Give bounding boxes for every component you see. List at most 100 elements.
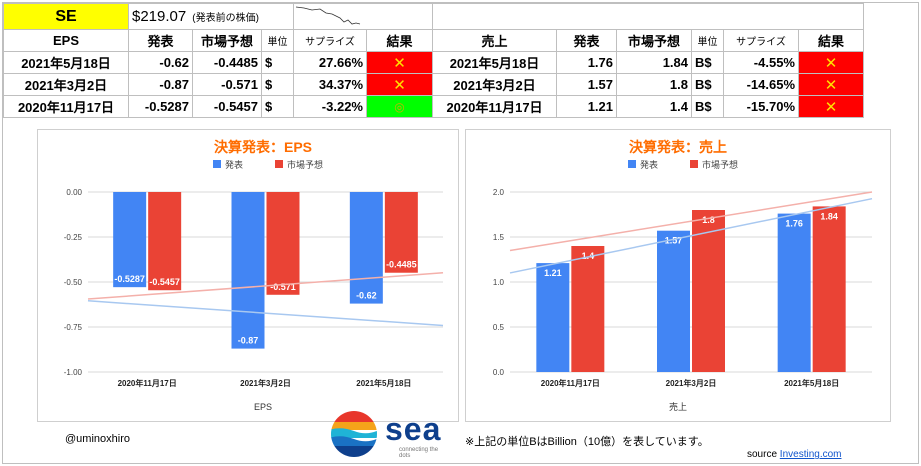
y-tick-label: 1.5 xyxy=(493,233,505,242)
rev-result-header: 結果 xyxy=(798,29,864,52)
sea-logo-icon xyxy=(331,411,377,457)
source-link[interactable]: Investing.com xyxy=(779,449,842,460)
y-tick-label: 0.00 xyxy=(66,188,82,197)
y-tick-label: 1.0 xyxy=(493,278,505,287)
y-tick-label: 0.5 xyxy=(493,323,505,332)
rev-surprise[interactable]: -14.65% xyxy=(723,73,799,96)
data-label: 1.57 xyxy=(665,236,683,246)
eps-forecast[interactable]: -0.5457 xyxy=(192,95,262,118)
data-label: -0.4485 xyxy=(386,260,417,270)
eps-chart-panel[interactable]: 決算発表：EPS 発表 市場予想 0.00 -0.25 -0.50 -0.75 -1.00 -0… xyxy=(37,129,459,422)
eps-unit[interactable]: $ xyxy=(261,95,294,118)
x-tick-label: 2021年3月2日 xyxy=(240,378,291,388)
bar xyxy=(571,246,605,372)
data-label: -0.571 xyxy=(270,282,296,292)
eps-actual[interactable]: -0.87 xyxy=(128,73,193,96)
price-note: (発表前の株価) xyxy=(192,13,259,24)
legend-label: 発表 xyxy=(225,159,243,170)
y-tick-label: -1.00 xyxy=(64,368,83,377)
empty-cell xyxy=(432,3,864,30)
y-tick-label: -0.50 xyxy=(64,278,83,287)
column-header-row: EPS 発表 市場予想 単位 サプライズ 結果 売上 発表 市場予想 単位 サプ… xyxy=(3,29,864,52)
eps-surprise[interactable]: 27.66% xyxy=(293,51,367,74)
title-row: SE $219.07 (発表前の株価) xyxy=(3,3,864,30)
eps-metric-header: EPS xyxy=(3,29,129,52)
eps-date[interactable]: 2020年11月17日 xyxy=(3,95,129,118)
earnings-table: SE $219.07 (発表前の株価) EPS 発表 市場予想 単位 サプライズ … xyxy=(3,3,864,118)
sea-logo-text: sea xyxy=(385,411,442,447)
trendline xyxy=(87,272,444,300)
rev-actual[interactable]: 1.57 xyxy=(556,73,617,96)
eps-date[interactable]: 2021年5月18日 xyxy=(3,51,129,74)
eps-chart: 決算発表：EPS 発表 市場予想 0.00 -0.25 -0.50 -0.75 -1.00 -0… xyxy=(64,139,444,412)
eps-unit-header: 単位 xyxy=(261,29,294,52)
eps-result-miss-icon[interactable]: ✕ xyxy=(366,73,433,96)
sea-logo: sea connecting the dots xyxy=(329,409,449,459)
rev-actual-header: 発表 xyxy=(556,29,617,52)
revenue-chart-panel[interactable]: 決算発表：売上 発表 市場予想 2.0 1.5 1.0 0.5 0.0 1.21 1.4 2020年… xyxy=(465,129,891,422)
eps-date[interactable]: 2021年3月2日 xyxy=(3,73,129,96)
rev-actual[interactable]: 1.76 xyxy=(556,51,617,74)
source-credit: source Investing.com xyxy=(747,449,842,460)
eps-actual-header: 発表 xyxy=(128,29,193,52)
unit-note: ※上記の単位BはBillion（10億）を表しています。 xyxy=(465,436,709,448)
eps-result-miss-icon[interactable]: ✕ xyxy=(366,51,433,74)
rev-unit[interactable]: B$ xyxy=(691,51,724,74)
sparkline-cell xyxy=(293,3,433,30)
x-tick-label: 2020年11月17日 xyxy=(118,378,177,388)
rev-unit[interactable]: B$ xyxy=(691,73,724,96)
data-label: 1.8 xyxy=(702,215,715,225)
bar xyxy=(349,192,383,304)
bar xyxy=(384,192,418,273)
bar xyxy=(657,230,690,372)
legend-swatch xyxy=(213,160,221,168)
x-tick-label: 2021年5月18日 xyxy=(356,378,411,388)
rev-forecast[interactable]: 1.8 xyxy=(616,73,692,96)
chart-title: 決算発表：EPS xyxy=(214,139,312,155)
rev-actual[interactable]: 1.21 xyxy=(556,95,617,118)
chart-title: 決算発表：売上 xyxy=(629,139,727,155)
rev-forecast[interactable]: 1.4 xyxy=(616,95,692,118)
data-label: -0.5287 xyxy=(114,274,145,284)
y-tick-label: 0.0 xyxy=(493,368,505,377)
rev-result-miss-icon[interactable]: ✕ xyxy=(798,51,864,74)
eps-forecast[interactable]: -0.4485 xyxy=(192,51,262,74)
eps-surprise[interactable]: 34.37% xyxy=(293,73,367,96)
eps-actual[interactable]: -0.5287 xyxy=(128,95,193,118)
rev-result-miss-icon[interactable]: ✕ xyxy=(798,73,864,96)
rev-metric-header: 売上 xyxy=(432,29,557,52)
rev-date[interactable]: 2021年3月2日 xyxy=(432,73,557,96)
eps-actual[interactable]: -0.62 xyxy=(128,51,193,74)
legend-swatch xyxy=(628,160,636,168)
data-label: 1.4 xyxy=(582,251,595,261)
rev-result-miss-icon[interactable]: ✕ xyxy=(798,95,864,118)
price-value: $219.07 xyxy=(132,8,187,25)
y-tick-label: 2.0 xyxy=(493,188,505,197)
rev-surprise[interactable]: -4.55% xyxy=(723,51,799,74)
price-cell[interactable]: $219.07 (発表前の株価) xyxy=(128,3,294,30)
eps-unit[interactable]: $ xyxy=(261,51,294,74)
bar xyxy=(266,192,300,295)
eps-surprise[interactable]: -3.22% xyxy=(293,95,367,118)
data-label: -0.5457 xyxy=(149,277,180,287)
rev-surprise[interactable]: -15.70% xyxy=(723,95,799,118)
legend-label: 市場予想 xyxy=(287,159,323,170)
y-tick-label: -0.75 xyxy=(64,323,83,332)
eps-surprise-header: サプライズ xyxy=(293,29,367,52)
eps-unit[interactable]: $ xyxy=(261,73,294,96)
rev-date[interactable]: 2020年11月17日 xyxy=(432,95,557,118)
x-tick-label: 2021年5月18日 xyxy=(784,378,839,388)
data-label: 1.84 xyxy=(820,211,838,221)
x-axis-label: 売上 xyxy=(669,401,687,412)
rev-unit[interactable]: B$ xyxy=(691,95,724,118)
rev-date[interactable]: 2021年5月18日 xyxy=(432,51,557,74)
eps-forecast-header: 市場予想 xyxy=(192,29,262,52)
x-axis-label: EPS xyxy=(254,402,272,412)
eps-result-beat-icon[interactable]: ◎ xyxy=(366,95,433,118)
eps-forecast[interactable]: -0.571 xyxy=(192,73,262,96)
ticker-cell[interactable]: SE xyxy=(3,3,129,30)
x-tick-label: 2020年11月17日 xyxy=(541,378,600,388)
bar xyxy=(777,213,811,372)
rev-forecast[interactable]: 1.84 xyxy=(616,51,692,74)
